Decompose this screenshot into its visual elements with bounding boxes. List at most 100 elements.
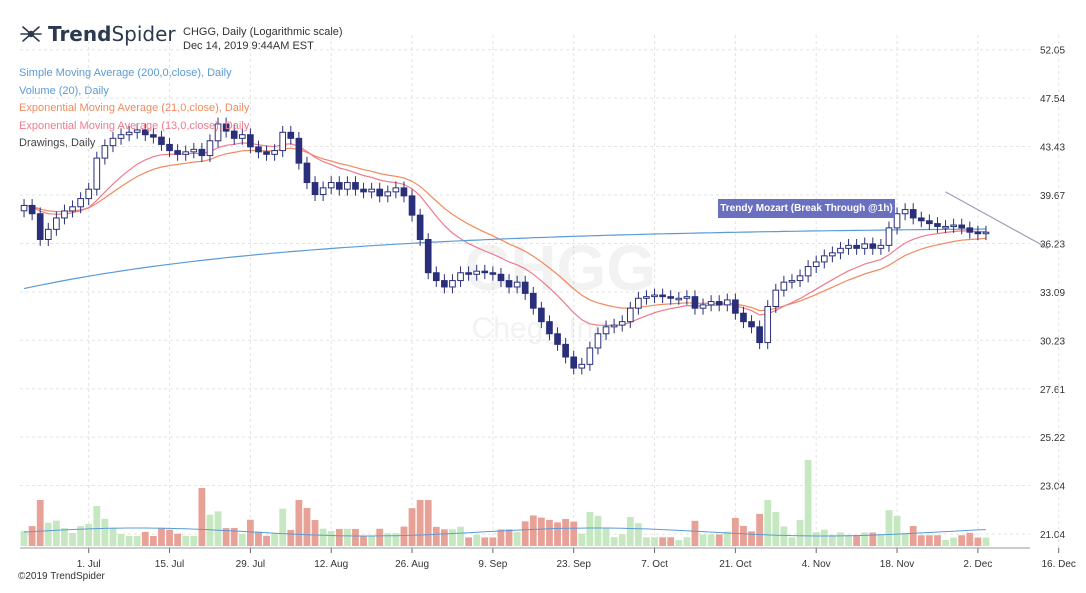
y-tick-label: 33.09 bbox=[1040, 288, 1065, 299]
volume-bar bbox=[28, 526, 36, 546]
candle-body bbox=[279, 131, 287, 152]
volume-bar bbox=[917, 535, 925, 546]
volume-bar bbox=[255, 531, 262, 546]
candle-body bbox=[497, 273, 505, 282]
candle-body bbox=[424, 238, 432, 274]
volume-average-line bbox=[24, 527, 986, 537]
volume-bar bbox=[263, 535, 270, 546]
candle-body bbox=[942, 225, 949, 229]
volume-bar bbox=[158, 527, 165, 546]
volume-bar bbox=[230, 527, 238, 546]
candle-body bbox=[966, 227, 974, 233]
candle-body bbox=[554, 333, 561, 345]
volume-bar bbox=[626, 516, 634, 546]
x-tick-label: 4. Nov bbox=[802, 559, 831, 570]
candle-body bbox=[707, 301, 715, 306]
legend-volume[interactable]: Volume (20), Daily bbox=[19, 84, 109, 97]
candle-body bbox=[263, 151, 270, 155]
volume-bar bbox=[715, 534, 723, 546]
volume-bar bbox=[586, 511, 594, 546]
candle-body bbox=[861, 243, 869, 249]
volume-bar bbox=[731, 517, 739, 546]
volume-bar bbox=[853, 535, 861, 546]
sma200-line bbox=[23, 228, 987, 290]
volume-bar bbox=[837, 532, 844, 546]
candle-body bbox=[69, 206, 76, 212]
candle-body bbox=[303, 162, 311, 184]
legend-sma200[interactable]: Simple Moving Average (200,0,close), Dai… bbox=[19, 67, 232, 79]
candle-body bbox=[748, 321, 755, 328]
volume-bar bbox=[287, 529, 295, 546]
volume-bar bbox=[546, 519, 553, 546]
volume-bar bbox=[246, 519, 254, 546]
volume-bar bbox=[101, 518, 109, 546]
volume-bar bbox=[909, 526, 917, 546]
volume-bar bbox=[820, 529, 828, 546]
candle-body bbox=[182, 151, 190, 155]
volume-bar bbox=[44, 522, 52, 546]
legend-drawings[interactable]: Drawings, Daily bbox=[19, 137, 96, 149]
volume-bar bbox=[449, 529, 456, 546]
candle-body bbox=[521, 281, 529, 294]
legend-ema13[interactable]: Exponential Moving Average (13,0,close),… bbox=[19, 119, 250, 132]
y-tick-label: 39.67 bbox=[1040, 191, 1065, 202]
volume-bar bbox=[651, 537, 658, 546]
candle-body bbox=[457, 272, 464, 282]
trendspider-logo-icon bbox=[20, 26, 42, 42]
watermark-symbol: CHGG bbox=[464, 232, 656, 304]
candle-body bbox=[287, 131, 295, 139]
candle-body bbox=[368, 188, 375, 193]
volume-bar bbox=[343, 528, 351, 546]
x-tick-label: 16. Dec bbox=[1041, 559, 1075, 570]
volume-bar bbox=[618, 534, 626, 546]
volume-bar bbox=[796, 520, 804, 546]
volume-bar bbox=[20, 530, 28, 546]
volume-bar bbox=[303, 507, 311, 546]
volume-bar bbox=[133, 535, 141, 546]
volume-bar bbox=[885, 510, 893, 546]
volume-bar bbox=[497, 529, 505, 546]
volume-bar bbox=[190, 535, 198, 546]
candle-body bbox=[804, 266, 812, 277]
candle-body bbox=[772, 289, 780, 308]
brand-name: TrendSpider bbox=[48, 22, 176, 46]
volume-bar bbox=[384, 533, 392, 546]
candle-body bbox=[214, 123, 222, 142]
volume-bar bbox=[740, 525, 747, 546]
legend-ema21[interactable]: Exponential Moving Average (21,0,close),… bbox=[19, 102, 250, 114]
trendline-annotation[interactable]: Trendy Mozart (Break Through @1h) bbox=[718, 199, 895, 218]
candle-body bbox=[190, 148, 198, 153]
candle-body bbox=[36, 213, 44, 240]
candle-body bbox=[667, 296, 675, 299]
date-line: Dec 14, 2019 9:44AM EST bbox=[183, 40, 314, 52]
candle-body bbox=[255, 146, 262, 153]
candle-body bbox=[344, 182, 351, 190]
volume-bar bbox=[440, 529, 448, 546]
candle-body bbox=[756, 326, 763, 344]
trendline-drawing bbox=[945, 191, 1049, 249]
x-tick-label: 21. Oct bbox=[719, 559, 751, 570]
volume-bar bbox=[982, 537, 990, 546]
volume-bar bbox=[352, 528, 359, 546]
candle-body bbox=[764, 306, 772, 344]
candle-body bbox=[837, 247, 844, 254]
candle-body bbox=[820, 255, 828, 263]
volume-bar bbox=[691, 520, 699, 546]
candle-body bbox=[740, 312, 747, 323]
candle-body bbox=[505, 280, 513, 288]
candle-body bbox=[877, 244, 885, 249]
candle-body bbox=[618, 321, 626, 326]
volume-bar bbox=[465, 537, 473, 546]
volume-bar bbox=[182, 535, 190, 546]
candle-body bbox=[133, 129, 141, 133]
volume-bar bbox=[861, 532, 869, 546]
volume-bar bbox=[934, 535, 941, 546]
volume-bar bbox=[788, 537, 796, 546]
volume-bar bbox=[780, 526, 788, 546]
candle-body bbox=[384, 191, 392, 197]
volume-bar bbox=[166, 529, 173, 546]
volume-bar bbox=[683, 537, 691, 546]
candle-body bbox=[594, 333, 602, 349]
volume-bar bbox=[667, 537, 675, 546]
